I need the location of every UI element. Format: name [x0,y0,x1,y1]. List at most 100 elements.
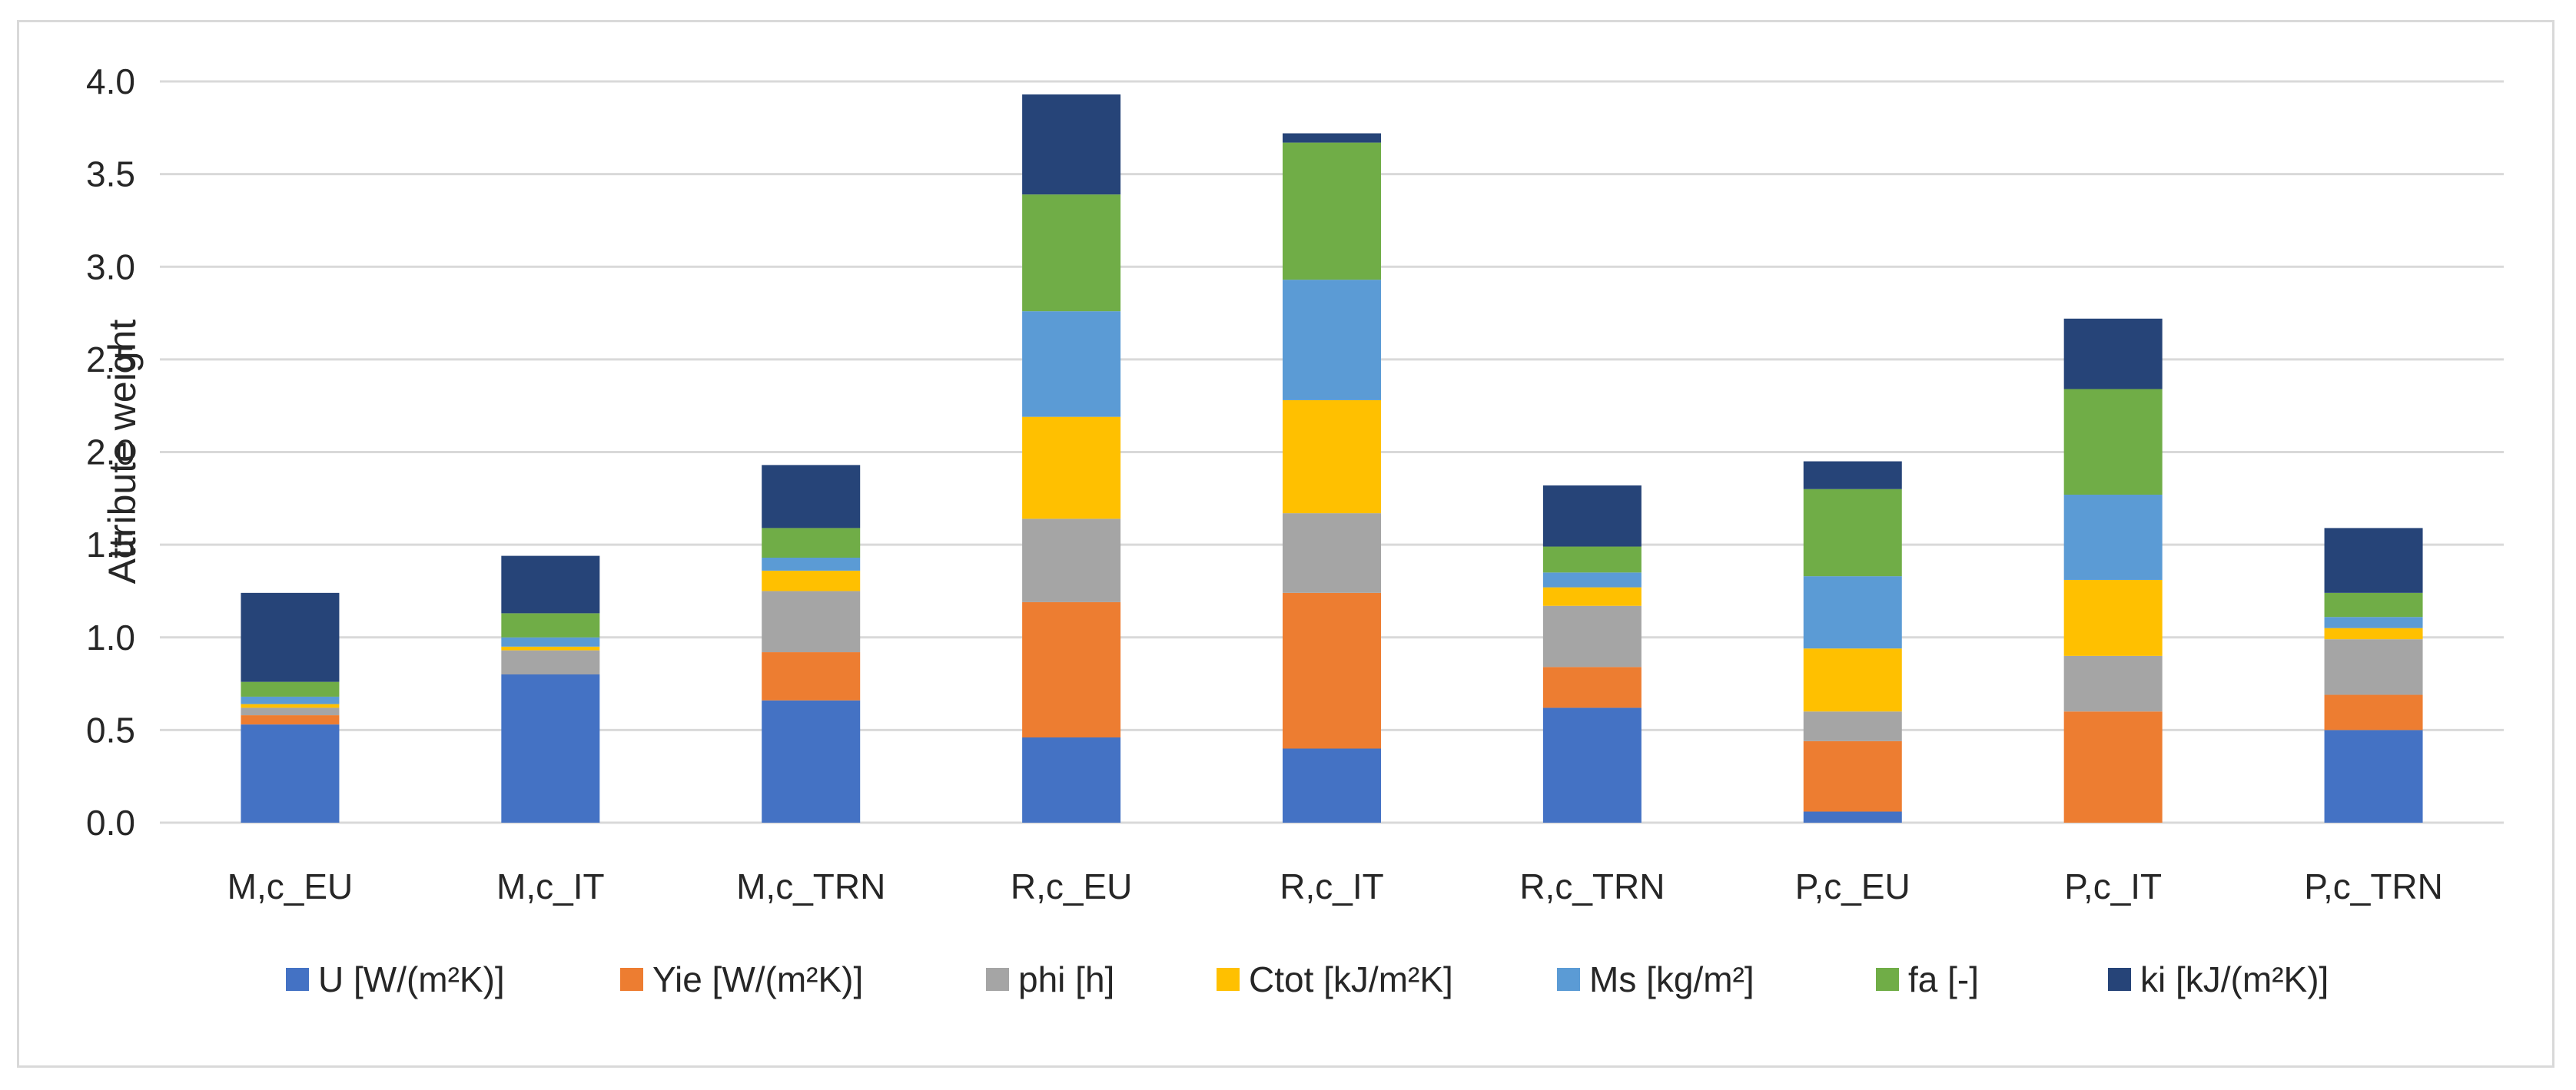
y-tick-label: 0.5 [86,710,135,750]
bar-segment-2 [1283,592,1381,749]
bar-segment-3 [1803,711,1902,741]
x-tick-label: R,c_TRN [1519,866,1665,906]
bar-segment-3 [241,707,340,716]
legend-swatch [620,968,643,991]
x-tick-label: P,c_IT [2064,866,2162,906]
bar-segment-2 [241,715,340,725]
bar-segment-3 [1022,518,1121,602]
x-tick-label: P,c_TRN [2304,866,2443,906]
bar-segment-3 [2324,639,2423,695]
y-tick-label: 2.5 [86,340,135,379]
bar-segment-3 [2063,655,2163,712]
bar-segment-4 [1542,587,1642,606]
bar-segment-5 [241,696,340,704]
bar-segment-3 [762,591,861,653]
bar-segment-5 [1542,572,1642,588]
bar-segment-6 [1283,142,1381,280]
bar-segment-7 [2324,528,2423,593]
bar-segment-6 [2324,592,2423,618]
bar-segment-5 [1803,576,1902,649]
x-tick-label: P,c_EU [1795,866,1910,906]
bar-segment-1 [1283,748,1381,823]
bar-segment-6 [241,681,340,697]
bar-segment-7 [2063,318,2163,389]
chart-frame [17,20,2554,1068]
legend-swatch [286,968,309,991]
bar-segment-5 [2063,494,2163,580]
y-tick-label: 0.0 [86,803,135,843]
bar-segment-7 [241,592,340,682]
legend-label: Yie [W/(m²K)] [652,959,863,999]
legend-swatch [1876,968,1899,991]
bar-segment-4 [2063,579,2163,656]
legend-swatch [2108,968,2131,991]
y-tick-label: 1.5 [86,525,135,565]
bar-segment-6 [1542,546,1642,573]
legend-swatch [1557,968,1580,991]
bar-segment-6 [762,528,861,558]
bar-segment-1 [762,700,861,823]
bar-segment-4 [2324,628,2423,640]
y-axis-ticks: 0.0 0.5 1.0 1.5 2.0 2.5 3.0 3.5 4.0 [86,61,135,843]
bar-segment-4 [1022,416,1121,519]
bar-segment-7 [762,465,861,528]
bar-segment-7 [1803,461,1902,489]
bar-segment-2 [762,652,861,701]
bar-segment-3 [501,650,600,674]
bar-segment-4 [501,646,600,651]
bar-segment-6 [501,613,600,638]
y-tick-label: 2.0 [86,432,135,472]
bar-segment-7 [1283,133,1381,143]
bar-segment-4 [1803,648,1902,712]
legend-label: Ctot [kJ/m²K] [1249,959,1453,999]
bar-segment-1 [1022,737,1121,823]
legend-label: fa [-] [1908,959,1979,999]
bar-segment-3 [1283,513,1381,593]
bar-segment-1 [241,724,340,823]
legend-label: Ms [kg/m²] [1589,959,1754,999]
y-axis-title: Attribute weight [101,320,144,585]
bar-segment-6 [1022,194,1121,312]
legend-label: U [W/(m²K)] [318,959,505,999]
bar-segment-7 [501,555,600,614]
x-tick-label: M,c_EU [227,866,354,906]
x-tick-label: R,c_EU [1011,866,1132,906]
bar-segment-7 [1022,94,1121,195]
bar-segment-4 [762,570,861,591]
bar-segment-4 [1283,399,1381,514]
bar-segment-6 [2063,389,2163,495]
legend-swatch [1217,968,1240,991]
y-tick-label: 4.0 [86,61,135,101]
bar-segment-1 [2324,730,2423,823]
bar-segment-2 [2324,694,2423,731]
bar-segment-5 [762,558,861,571]
legend-label: phi [h] [1018,959,1114,999]
y-tick-label: 1.0 [86,618,135,658]
bar-segment-4 [241,704,340,708]
bar-segment-6 [1803,489,1902,577]
legend-swatch [986,968,1009,991]
bar-segment-7 [1542,485,1642,547]
bar-segment-5 [2324,617,2423,628]
bar-segment-5 [1022,311,1121,417]
y-tick-label: 3.0 [86,247,135,287]
bar-segment-5 [501,637,600,647]
bar-segment-1 [1803,811,1902,823]
legend: U [W/(m²K)] Yie [W/(m²K)] phi [h] Ctot [kJ/… [286,959,2329,999]
bars [241,94,2423,823]
bar-segment-2 [2063,711,2163,823]
bar-segment-5 [1283,280,1381,400]
bar-segment-1 [501,674,600,823]
bar-segment-2 [1022,601,1121,738]
x-tick-label: M,c_TRN [736,866,885,906]
bar-segment-1 [1542,707,1642,823]
x-axis-ticks: M,c_EU M,c_IT M,c_TRN R,c_EU R,c_IT R,c_TRN P,… [227,866,2443,906]
bar-segment-2 [1803,740,1902,812]
bar-segment-3 [1542,605,1642,668]
bar-segment-2 [1542,667,1642,708]
y-tick-label: 3.5 [86,154,135,194]
legend-label: ki [kJ/(m²K)] [2140,959,2329,999]
x-tick-label: M,c_IT [496,866,605,906]
x-tick-label: R,c_IT [1280,866,1383,906]
